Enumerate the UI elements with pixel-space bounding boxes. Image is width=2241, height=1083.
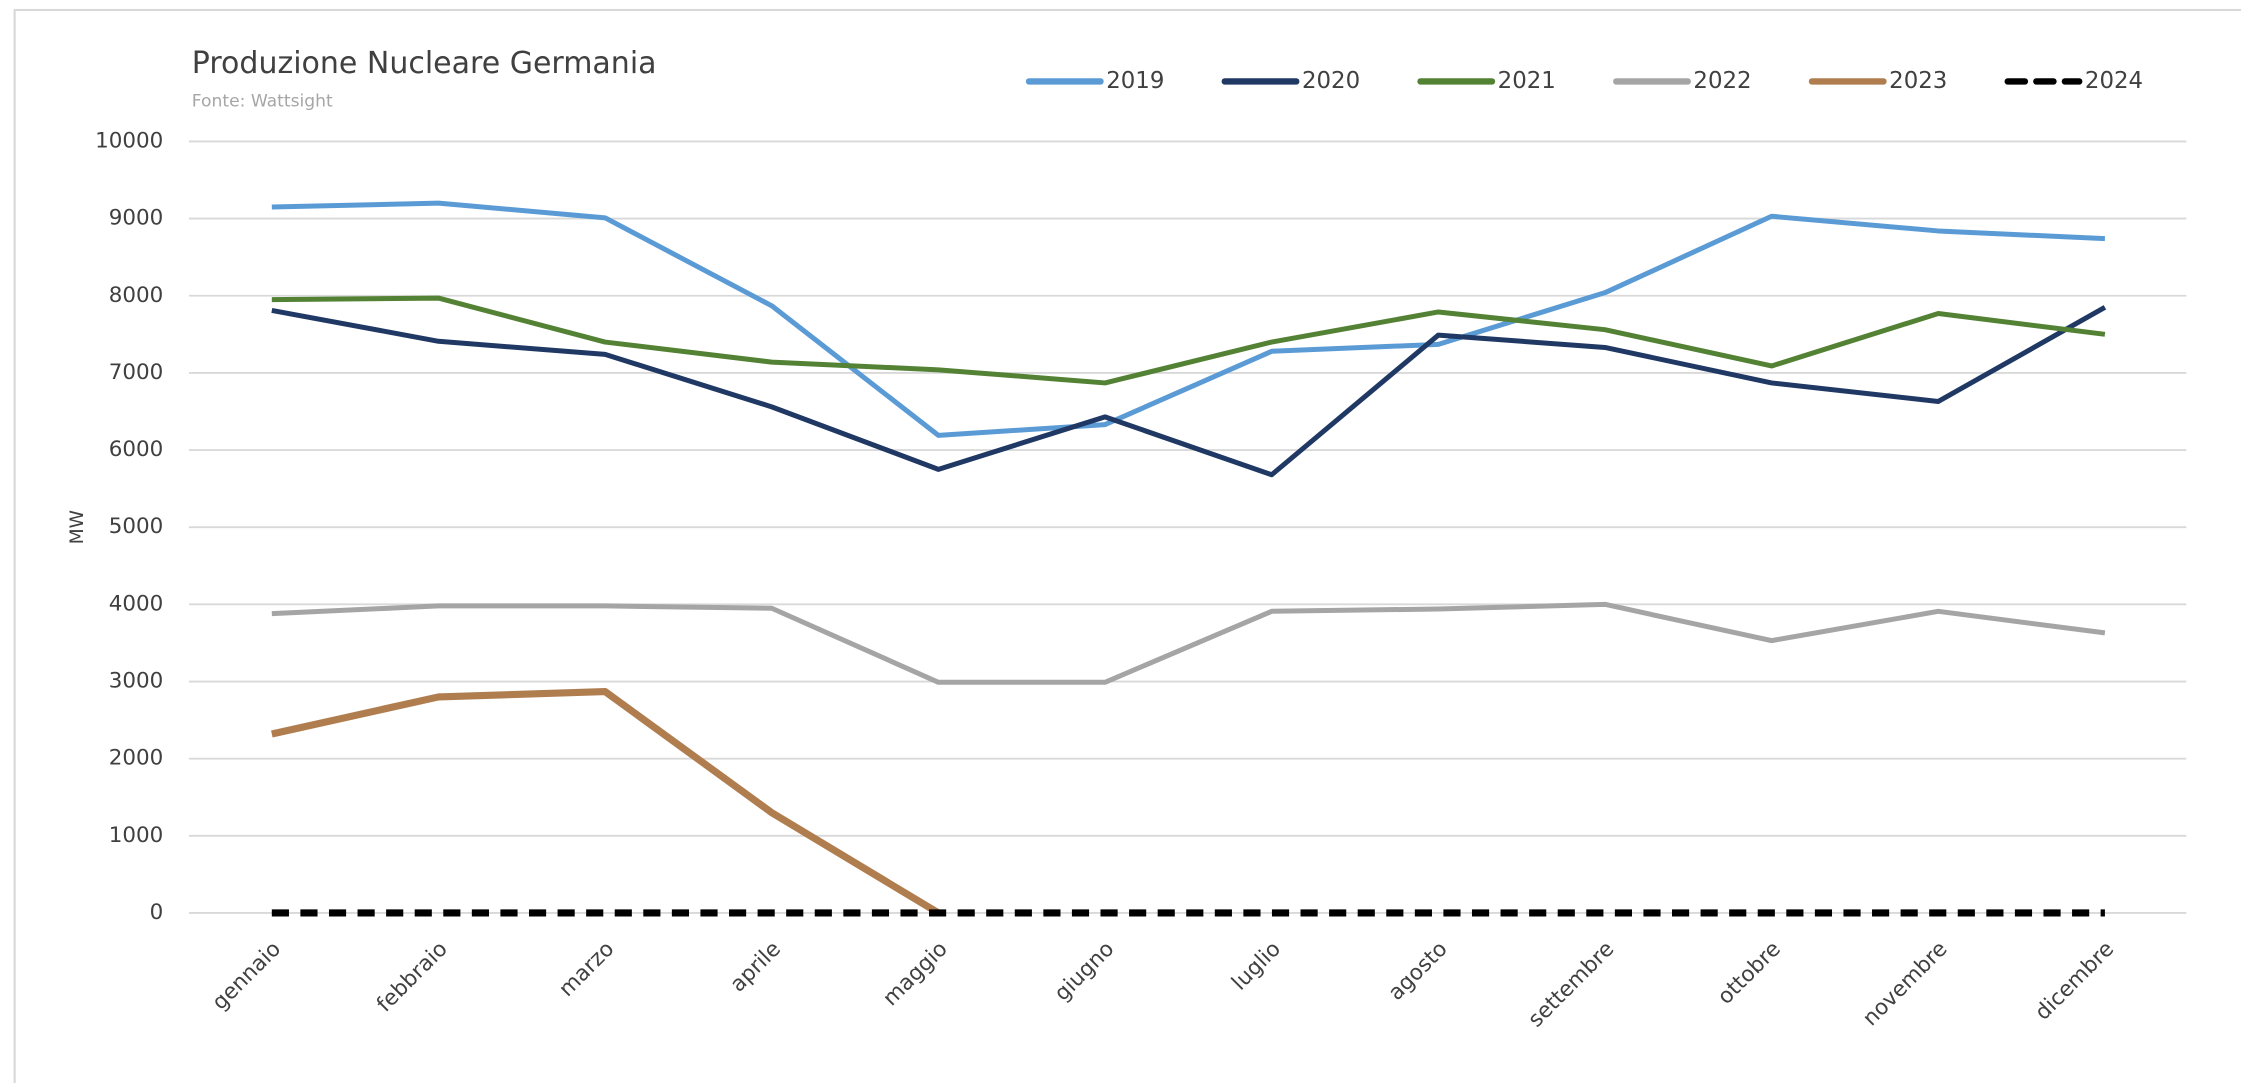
series-line xyxy=(271,295,2106,386)
y-tick-label: 9000 xyxy=(109,206,164,231)
x-tick-label: febbraio xyxy=(372,937,453,1018)
x-tick-label: settembre xyxy=(1523,937,1619,1033)
x-tick-label: dicembre xyxy=(2030,937,2119,1026)
x-tick-label: gennaio xyxy=(207,937,286,1016)
series-line xyxy=(271,601,2106,685)
y-tick-label: 8000 xyxy=(109,283,164,308)
x-tick-label: marzo xyxy=(554,937,619,1002)
y-tick-label: 4000 xyxy=(109,591,164,616)
chart-frame xyxy=(13,8,2241,1083)
series-line xyxy=(271,687,941,917)
legend-label: 2023 xyxy=(1889,68,1947,94)
legend-label: 2020 xyxy=(1302,68,1360,94)
series-line xyxy=(271,200,2106,438)
x-tick-label: ottobre xyxy=(1713,937,1786,1010)
x-tick-label: novembre xyxy=(1858,937,1952,1031)
chart-title: Produzione Nucleare Germania xyxy=(192,46,657,81)
y-tick-label: 3000 xyxy=(109,669,164,694)
y-tick-label: 10000 xyxy=(95,128,163,153)
y-tick-label: 7000 xyxy=(109,360,164,385)
y-tick-label: 6000 xyxy=(109,437,164,462)
legend-label: 2019 xyxy=(1106,68,1164,94)
y-axis-label: MW xyxy=(67,510,88,544)
legend-label: 2022 xyxy=(1693,68,1751,94)
x-tick-label: giugno xyxy=(1050,937,1120,1007)
x-tick-label: agosto xyxy=(1384,937,1453,1006)
y-tick-label: 2000 xyxy=(109,746,164,771)
x-tick-label: luglio xyxy=(1227,937,1286,996)
x-tick-label: aprile xyxy=(725,937,786,998)
x-tick-label: maggio xyxy=(878,937,952,1011)
y-tick-label: 5000 xyxy=(109,514,164,539)
y-tick-label: 1000 xyxy=(109,823,164,848)
legend-label: 2024 xyxy=(2085,68,2143,94)
chart-subtitle: Fonte: Wattsight xyxy=(192,91,333,111)
legend-label: 2021 xyxy=(1498,68,1556,94)
series-line xyxy=(271,305,2107,478)
y-tick-label: 0 xyxy=(150,900,164,925)
